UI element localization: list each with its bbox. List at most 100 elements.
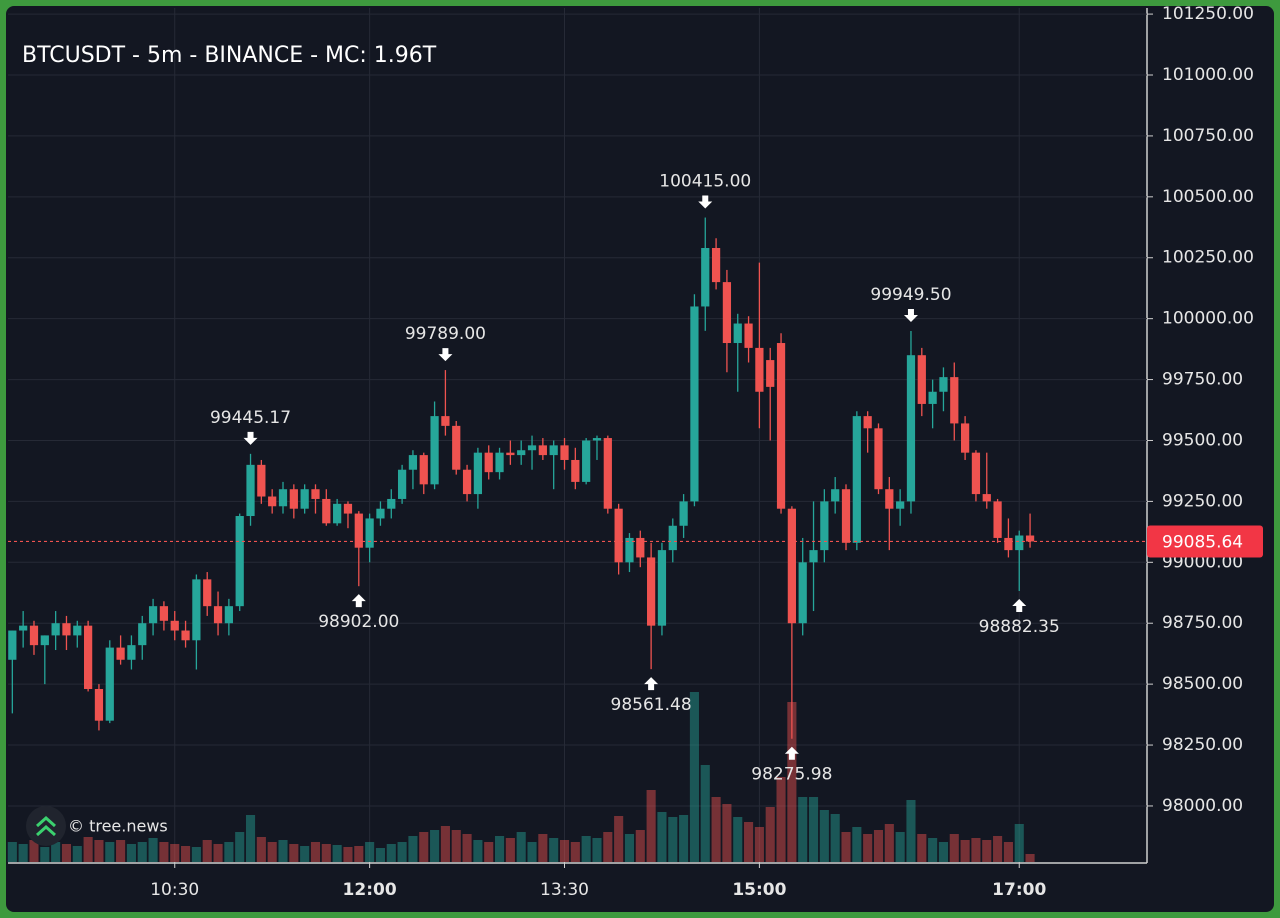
candle-body <box>603 438 612 509</box>
volume-bar <box>819 810 829 862</box>
candle-body <box>105 647 114 721</box>
volume-bar <box>776 777 786 862</box>
price-annotation: 99949.50 <box>870 285 952 322</box>
volume-bar <box>668 817 678 862</box>
candle-body <box>527 445 537 451</box>
candle-body <box>203 579 212 607</box>
volume-bar <box>473 840 483 862</box>
volume-bar <box>679 815 689 862</box>
volume-bar <box>982 840 992 862</box>
chart-title: BTCUSDT - 5m - BINANCE - MC: 1.96T <box>22 43 437 68</box>
volume-bar <box>754 827 764 862</box>
candle-body <box>419 455 428 485</box>
annotation-label: 98902.00 <box>318 612 399 632</box>
volume-bar <box>191 847 201 862</box>
volume-bar <box>235 832 245 862</box>
candle-body <box>874 428 883 490</box>
candle-body <box>755 347 764 392</box>
candle-body <box>722 282 732 344</box>
candle-body <box>1015 535 1024 551</box>
volume-bar <box>906 800 916 862</box>
candle-body <box>928 391 937 404</box>
candle-body <box>744 323 753 348</box>
candle-body <box>679 501 688 526</box>
candle-body <box>711 247 721 283</box>
candle-body <box>40 635 49 646</box>
candle-body <box>473 452 483 495</box>
volume-bar <box>559 840 570 862</box>
volume-bar <box>494 836 505 862</box>
volume-bar <box>278 840 288 862</box>
volume-bar <box>451 830 461 862</box>
volume-bar <box>711 797 721 862</box>
candle-body <box>517 450 526 456</box>
price-annotation: 99445.17 <box>210 408 291 445</box>
candle-body <box>657 550 667 626</box>
volume-bar <box>830 814 840 862</box>
volume-bar <box>787 702 797 862</box>
volume-bar <box>993 836 1003 862</box>
volume-bar <box>94 840 104 862</box>
candle-body <box>84 625 93 690</box>
last-price-label: 99085.64 <box>1162 532 1243 552</box>
candle-body <box>181 630 190 641</box>
volume-bar <box>29 840 39 862</box>
volume-bar <box>592 838 602 862</box>
candle-body <box>8 630 17 660</box>
candle-body <box>906 355 916 502</box>
volume-bar <box>863 834 873 862</box>
candle-body <box>538 445 547 456</box>
arrow-down <box>903 308 918 322</box>
candle-body <box>73 625 82 636</box>
volume-bar <box>365 842 375 862</box>
volume-bar <box>841 832 851 862</box>
candle-body <box>798 562 807 624</box>
volume-bar <box>884 824 894 862</box>
y-tick-label: 98500.00 <box>1162 674 1243 694</box>
volume-bar <box>440 826 450 862</box>
candle-body <box>506 452 515 456</box>
y-tick-label: 100250.00 <box>1162 248 1254 268</box>
candle-body <box>484 452 493 473</box>
volume-bar <box>224 842 234 862</box>
volume-bar <box>960 840 970 862</box>
candle-body <box>982 494 991 502</box>
candle-body <box>354 513 363 548</box>
volume-bar <box>462 834 472 862</box>
candle-body <box>51 623 60 636</box>
candle-body <box>701 247 710 307</box>
arrow-down <box>698 195 713 209</box>
price-annotation: 98882.35 <box>979 598 1060 637</box>
annotation-label: 100415.00 <box>659 172 751 192</box>
volume-bar <box>419 832 429 862</box>
volume-bar <box>202 840 212 862</box>
volume-bar <box>733 817 743 862</box>
candle-body <box>278 489 288 507</box>
volume-bar <box>527 842 537 862</box>
volume-bar <box>51 842 61 862</box>
candle-body <box>322 498 331 524</box>
x-tick-label: 13:30 <box>540 880 589 900</box>
candle-body <box>809 550 818 563</box>
candle-body <box>668 525 677 551</box>
volume-bar <box>614 816 624 862</box>
candle-body <box>365 518 374 548</box>
candle-body <box>896 501 905 509</box>
candle-body <box>170 620 179 631</box>
volume-bar <box>1014 824 1024 862</box>
candle-body <box>213 606 223 624</box>
volume-bar <box>40 847 50 862</box>
volume-bar <box>267 842 277 862</box>
candle-body <box>408 455 418 470</box>
candle-body <box>625 537 634 563</box>
candle-body <box>257 464 266 497</box>
y-tick-label: 100500.00 <box>1162 187 1254 207</box>
volume-bar <box>603 832 613 862</box>
volume-bar <box>397 842 407 862</box>
volume-bar <box>408 836 418 862</box>
volume-bar <box>484 842 494 862</box>
volume-bar <box>375 848 385 862</box>
candle-body <box>19 625 28 631</box>
candle-body <box>397 469 407 499</box>
